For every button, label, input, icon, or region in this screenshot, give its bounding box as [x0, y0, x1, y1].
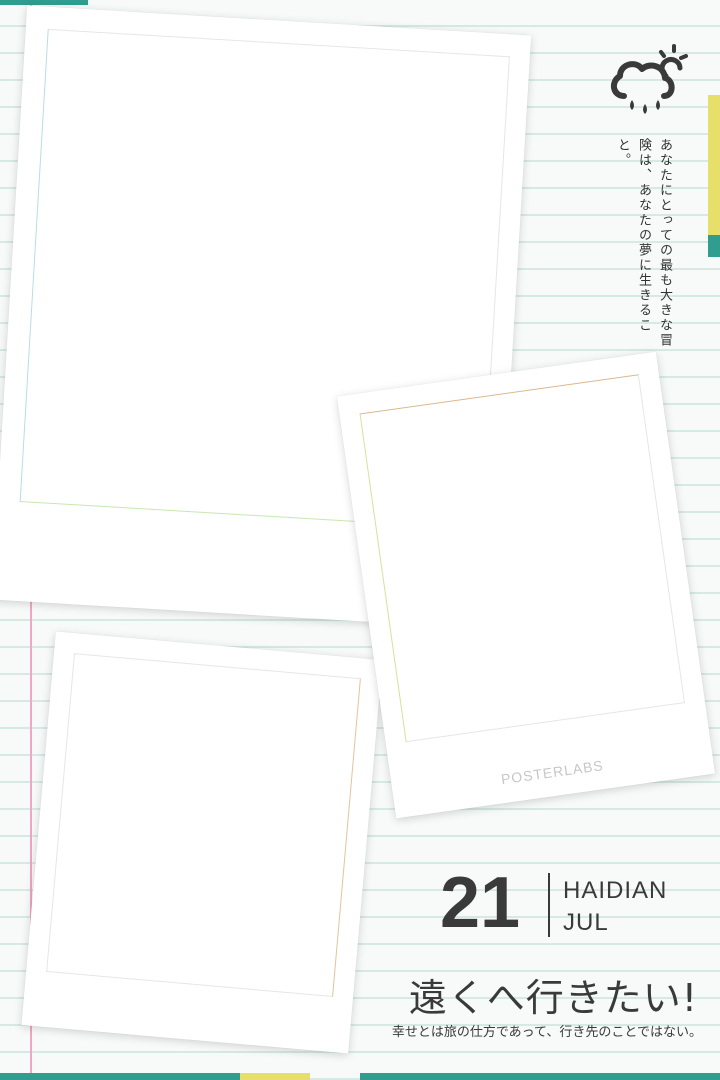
month: JUL [563, 909, 609, 936]
tape-bottom-teal-right [360, 1073, 720, 1080]
tape-bottom-yellow [240, 1073, 310, 1080]
cloud-sun-rain-icon [610, 44, 688, 114]
tape-right-teal [708, 235, 720, 257]
tape-top-left [0, 0, 88, 5]
tape-right-yellow [708, 95, 720, 235]
polaroid-brand: POSTERLABS [500, 757, 605, 788]
subline: 幸せとは旅の仕方であって、行き先のことではない。 [391, 1025, 702, 1040]
photo-placeholder-right[interactable] [359, 374, 685, 743]
date-divider [548, 873, 550, 937]
tape-bottom-teal [0, 1073, 240, 1080]
vertical-quote: あなたにとっての最も大きな冒険は、あなたの夢に生きること。 [615, 138, 672, 348]
polaroid-right: POSTERLABS [336, 351, 716, 819]
polaroid-bottom-left [21, 631, 383, 1054]
day-number: 21 [440, 863, 521, 943]
photo-placeholder-bottom-left[interactable] [46, 653, 361, 998]
headline: 遠くへ行きたい! [408, 976, 698, 1020]
place-name: HAIDIAN [563, 877, 668, 904]
